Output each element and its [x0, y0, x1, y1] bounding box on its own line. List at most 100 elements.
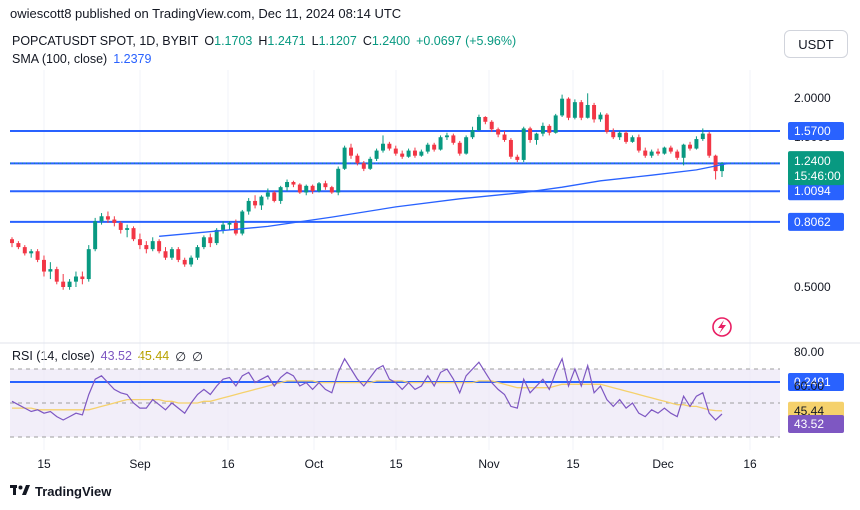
candle-body: [483, 116, 488, 122]
lightning-icon[interactable]: [712, 317, 732, 337]
sma-line: [159, 162, 729, 237]
candle-body: [105, 216, 110, 220]
candle-body: [125, 228, 130, 230]
rsi-value-tag-bg: [788, 415, 844, 434]
low-label: L: [311, 34, 319, 48]
candle-body: [131, 228, 136, 240]
candle-body: [540, 125, 545, 134]
candle-body: [713, 155, 718, 172]
candle-body: [412, 150, 417, 156]
candle-body: [259, 196, 264, 206]
candle-body: [265, 192, 270, 197]
candle-body: [214, 229, 219, 244]
candle-body: [681, 144, 686, 158]
level-price-tag-bg: [788, 212, 844, 231]
candle-body: [662, 147, 667, 154]
change-value: +0.0697 (+5.96%): [416, 34, 517, 48]
time-tick-label: Sep: [129, 457, 151, 471]
candle-body: [253, 200, 258, 206]
candle-body: [566, 98, 571, 118]
open-value: 1.1703: [214, 34, 253, 48]
candle-body: [649, 151, 654, 156]
currency-button[interactable]: USDT: [784, 30, 848, 58]
candle-body: [406, 150, 411, 157]
candle-body: [528, 128, 533, 140]
tradingview-logo-icon: [10, 484, 30, 499]
candle-body: [668, 147, 673, 152]
candle-body: [502, 134, 507, 140]
candle-body: [227, 222, 232, 225]
candle-body: [553, 115, 558, 133]
candle-body: [304, 185, 309, 193]
candle-body: [489, 121, 494, 130]
candle-body: [381, 143, 385, 151]
sma-value: 1.2379: [113, 52, 152, 66]
high-label: H: [258, 34, 268, 48]
candle-body: [604, 114, 609, 132]
candle-body: [579, 102, 584, 118]
candle-body: [572, 102, 577, 118]
candle-body: [163, 251, 168, 258]
candle-body: [694, 139, 699, 149]
candle-body: [688, 144, 693, 149]
rsi-tick-label: 80.00: [794, 345, 824, 359]
candle-body: [707, 133, 712, 156]
candle-body: [144, 245, 149, 250]
candle-body: [246, 200, 251, 212]
candle-body: [368, 158, 373, 169]
candle-body: [349, 147, 353, 156]
candle-body: [291, 182, 296, 185]
candle-body: [317, 183, 322, 192]
candle-body: [643, 150, 648, 156]
rsi-guides: [10, 368, 780, 438]
candle-body: [93, 221, 98, 250]
tradingview-brand: TradingView: [35, 484, 112, 499]
candle-body: [176, 249, 181, 260]
level-price-tag: 1.5700: [794, 124, 831, 138]
candle-body: [208, 237, 213, 244]
candle-body: [624, 132, 629, 142]
candle-body: [656, 151, 661, 154]
candle-body: [41, 259, 46, 272]
candle-body: [400, 153, 405, 157]
candle-body: [182, 259, 187, 265]
candle-body: [598, 114, 603, 120]
candle-body: [67, 281, 72, 287]
candle-body: [201, 237, 206, 248]
candle-body: [278, 187, 283, 201]
candle-body: [10, 239, 14, 244]
candle-body: [54, 269, 59, 282]
last-price-countdown: 15:46:00: [794, 169, 841, 183]
candle-body: [425, 144, 430, 152]
level-price-tag-bg: [788, 372, 844, 391]
sma-label: SMA (100, close): [12, 52, 108, 66]
level-price-tag: 0.2491: [794, 375, 831, 389]
candles: [10, 93, 724, 290]
candle-body: [99, 216, 104, 222]
time-axis: 15 Sep 16 Oct 15 Nov 15 Dec 16: [37, 457, 757, 471]
rsi-extra-1: ∅: [175, 350, 187, 364]
candle-body: [86, 249, 91, 280]
candle-body: [675, 151, 680, 158]
candle-body: [355, 155, 360, 164]
candle-body: [329, 187, 334, 193]
rsi-ma-value: 45.44: [137, 349, 170, 363]
candle-body: [476, 116, 481, 131]
candle-body: [361, 163, 366, 169]
lightning-bolt: [718, 320, 726, 334]
symbol-header: POPCATUSDT SPOT, 1D, BYBIT O 1.1703 H 1.24…: [12, 34, 516, 48]
last-price-tag-bg: [788, 151, 844, 186]
candle-body: [118, 222, 123, 230]
rsi-tick-label: 60.00: [794, 379, 824, 393]
rsi-legend: RSI (14, close) 43.52 45.44 ∅ ∅: [12, 349, 203, 364]
sma-legend: SMA (100, close) 1.2379: [12, 52, 151, 66]
candle-body: [189, 257, 194, 265]
candle-body: [534, 133, 539, 140]
candle-body: [221, 224, 226, 230]
price-axis: 2.00001.50000.50001.57001.00940.80620.24…: [788, 91, 844, 391]
time-tick-label: Nov: [478, 457, 499, 471]
high-value: 1.2471: [267, 34, 306, 48]
candle-body: [157, 241, 162, 252]
price-tick-label: 0.5000: [794, 280, 831, 294]
